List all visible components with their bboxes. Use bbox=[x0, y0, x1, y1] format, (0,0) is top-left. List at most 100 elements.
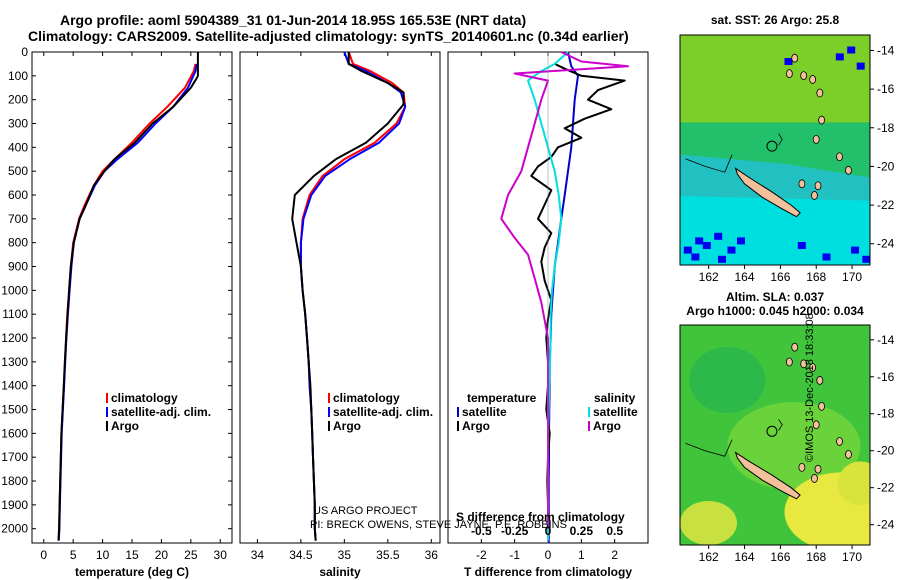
diff-legend-salinity: salinity bbox=[594, 391, 636, 405]
map-y-tick-label: -14 bbox=[877, 43, 895, 57]
small-island bbox=[809, 363, 817, 372]
y-tick-label: 200 bbox=[8, 93, 28, 107]
small-island bbox=[845, 450, 852, 459]
sst-missing-pixel bbox=[714, 232, 723, 240]
y-tick-label: 1000 bbox=[1, 283, 28, 297]
reef-outline bbox=[685, 439, 733, 457]
small-island bbox=[791, 342, 799, 352]
y-tick-label: 1400 bbox=[1, 379, 28, 393]
y-tick-label: 1500 bbox=[1, 403, 28, 417]
small-island bbox=[791, 53, 799, 63]
y-tick-label: 100 bbox=[8, 69, 28, 83]
y-tick-label: 600 bbox=[8, 188, 28, 202]
map-x-tick-label: 170 bbox=[842, 550, 862, 564]
sst-missing-pixel bbox=[702, 242, 711, 249]
map-x-tick-label: 162 bbox=[699, 270, 719, 284]
small-island bbox=[798, 179, 806, 189]
y-tick-label: 400 bbox=[8, 140, 28, 154]
sst-missing-pixel bbox=[797, 242, 806, 249]
x-tick-label: 36 bbox=[425, 548, 439, 562]
sst-missing-pixel bbox=[691, 253, 700, 261]
map-x-tick-label: 170 bbox=[842, 270, 862, 284]
diff-legend-temperature: temperature bbox=[467, 391, 537, 405]
series-argo bbox=[57, 52, 199, 541]
sst-cold-band bbox=[680, 196, 870, 265]
s-axis-label: S difference from climatology bbox=[456, 510, 625, 524]
pi-credit: PI: BRECK OWENS, STEVE JAYNE, P.E. ROBBI… bbox=[310, 519, 567, 531]
salinity-panel: 34 34.5 35 35.5 36 salinity bbox=[239, 51, 441, 579]
small-island bbox=[800, 71, 808, 80]
small-island bbox=[785, 357, 793, 367]
map-y-tick-label: -14 bbox=[877, 333, 895, 347]
sla-map-subtitle: Argo h1000: 0.045 h2000: 0.034 bbox=[686, 304, 864, 318]
s-tick-label: -0.25 bbox=[501, 524, 529, 538]
x-tick-label: 30 bbox=[214, 548, 228, 562]
small-island bbox=[814, 464, 822, 474]
map-x-tick-label: 164 bbox=[735, 550, 755, 564]
x-tick-label: 20 bbox=[155, 548, 169, 562]
x-axis-label: temperature (deg C) bbox=[75, 565, 189, 579]
sst-missing-pixel bbox=[822, 253, 831, 261]
y-tick-label: 1300 bbox=[1, 355, 28, 369]
small-island bbox=[811, 474, 818, 483]
map-x-tick-label: 168 bbox=[806, 550, 826, 564]
s-tick-label: 0.25 bbox=[570, 524, 594, 538]
y-tick-label: 1800 bbox=[1, 474, 28, 488]
small-island bbox=[818, 115, 826, 125]
map-y-tick-label: -24 bbox=[877, 237, 895, 251]
sst-missing-pixel bbox=[847, 46, 856, 54]
map-y-tick-label: -22 bbox=[877, 481, 895, 495]
y-tick-label: 1200 bbox=[1, 331, 28, 345]
y-tick-label: 1600 bbox=[1, 426, 28, 440]
y-tick-label: 0 bbox=[21, 45, 28, 59]
x-tick-label: 35 bbox=[338, 548, 352, 562]
temperature-panel: 0100200300400500600700800900100011001200… bbox=[1, 45, 233, 579]
sst-missing-pixel bbox=[727, 246, 736, 254]
sst-missing-pixel bbox=[856, 62, 865, 70]
small-island bbox=[785, 69, 793, 79]
x-tick-label: 25 bbox=[184, 548, 198, 562]
s-tick-label: 0.5 bbox=[606, 524, 623, 538]
small-island bbox=[812, 134, 820, 144]
y-tick-label: 1900 bbox=[1, 498, 28, 512]
sst-missing-pixel bbox=[718, 255, 726, 263]
series-argo bbox=[291, 52, 405, 541]
figure-title-line1: Argo profile: aoml 5904389_31 01-Jun-201… bbox=[60, 12, 527, 28]
small-island bbox=[811, 191, 818, 200]
diff-legend-t-label: Argo bbox=[462, 419, 490, 433]
temp-legend-label: Argo bbox=[111, 419, 139, 433]
sst-missing-pixel bbox=[683, 246, 692, 254]
figure-title-line2: Climatology: CARS2009. Satellite-adjuste… bbox=[28, 28, 629, 44]
y-tick-label: 500 bbox=[8, 164, 28, 178]
reef-outline bbox=[778, 133, 783, 146]
sst-map-title: sat. SST: 26 Argo: 25.8 bbox=[711, 13, 840, 27]
map-x-tick-label: 162 bbox=[699, 550, 719, 564]
sal-legend-label: climatology bbox=[333, 391, 400, 405]
sal-legend-label: Argo bbox=[333, 419, 361, 433]
sst-map-frame bbox=[679, 34, 871, 266]
sst-missing-pixel bbox=[784, 58, 793, 65]
map-y-tick-label: -18 bbox=[877, 121, 895, 135]
s-tick-label: 0 bbox=[545, 524, 552, 538]
x-tick-label: -2 bbox=[476, 548, 487, 562]
diff-legend-s-label: satellite bbox=[593, 405, 638, 419]
sst-map-field bbox=[680, 35, 870, 265]
y-tick-label: 1100 bbox=[2, 307, 28, 321]
small-island bbox=[814, 181, 822, 191]
diff-legend-s-label: Argo bbox=[593, 419, 621, 433]
sal-legend-label: satellite-adj. clim. bbox=[333, 405, 433, 419]
y-tick-label: 700 bbox=[8, 212, 28, 226]
argo-position-marker bbox=[766, 140, 778, 152]
argo-position-marker bbox=[766, 425, 778, 437]
x-tick-label: 34 bbox=[251, 548, 265, 562]
small-island bbox=[800, 359, 808, 369]
small-island bbox=[812, 420, 820, 430]
temp-legend-label: climatology bbox=[111, 391, 178, 405]
x-tick-label: -1 bbox=[509, 548, 520, 562]
x-tick-label: 0 bbox=[40, 548, 47, 562]
x-axis-label: salinity bbox=[319, 565, 361, 579]
sst-missing-pixel bbox=[862, 255, 870, 263]
reef-outline bbox=[685, 154, 733, 173]
sst-warm-band bbox=[680, 35, 870, 123]
x-tick-label: 2 bbox=[611, 548, 618, 562]
